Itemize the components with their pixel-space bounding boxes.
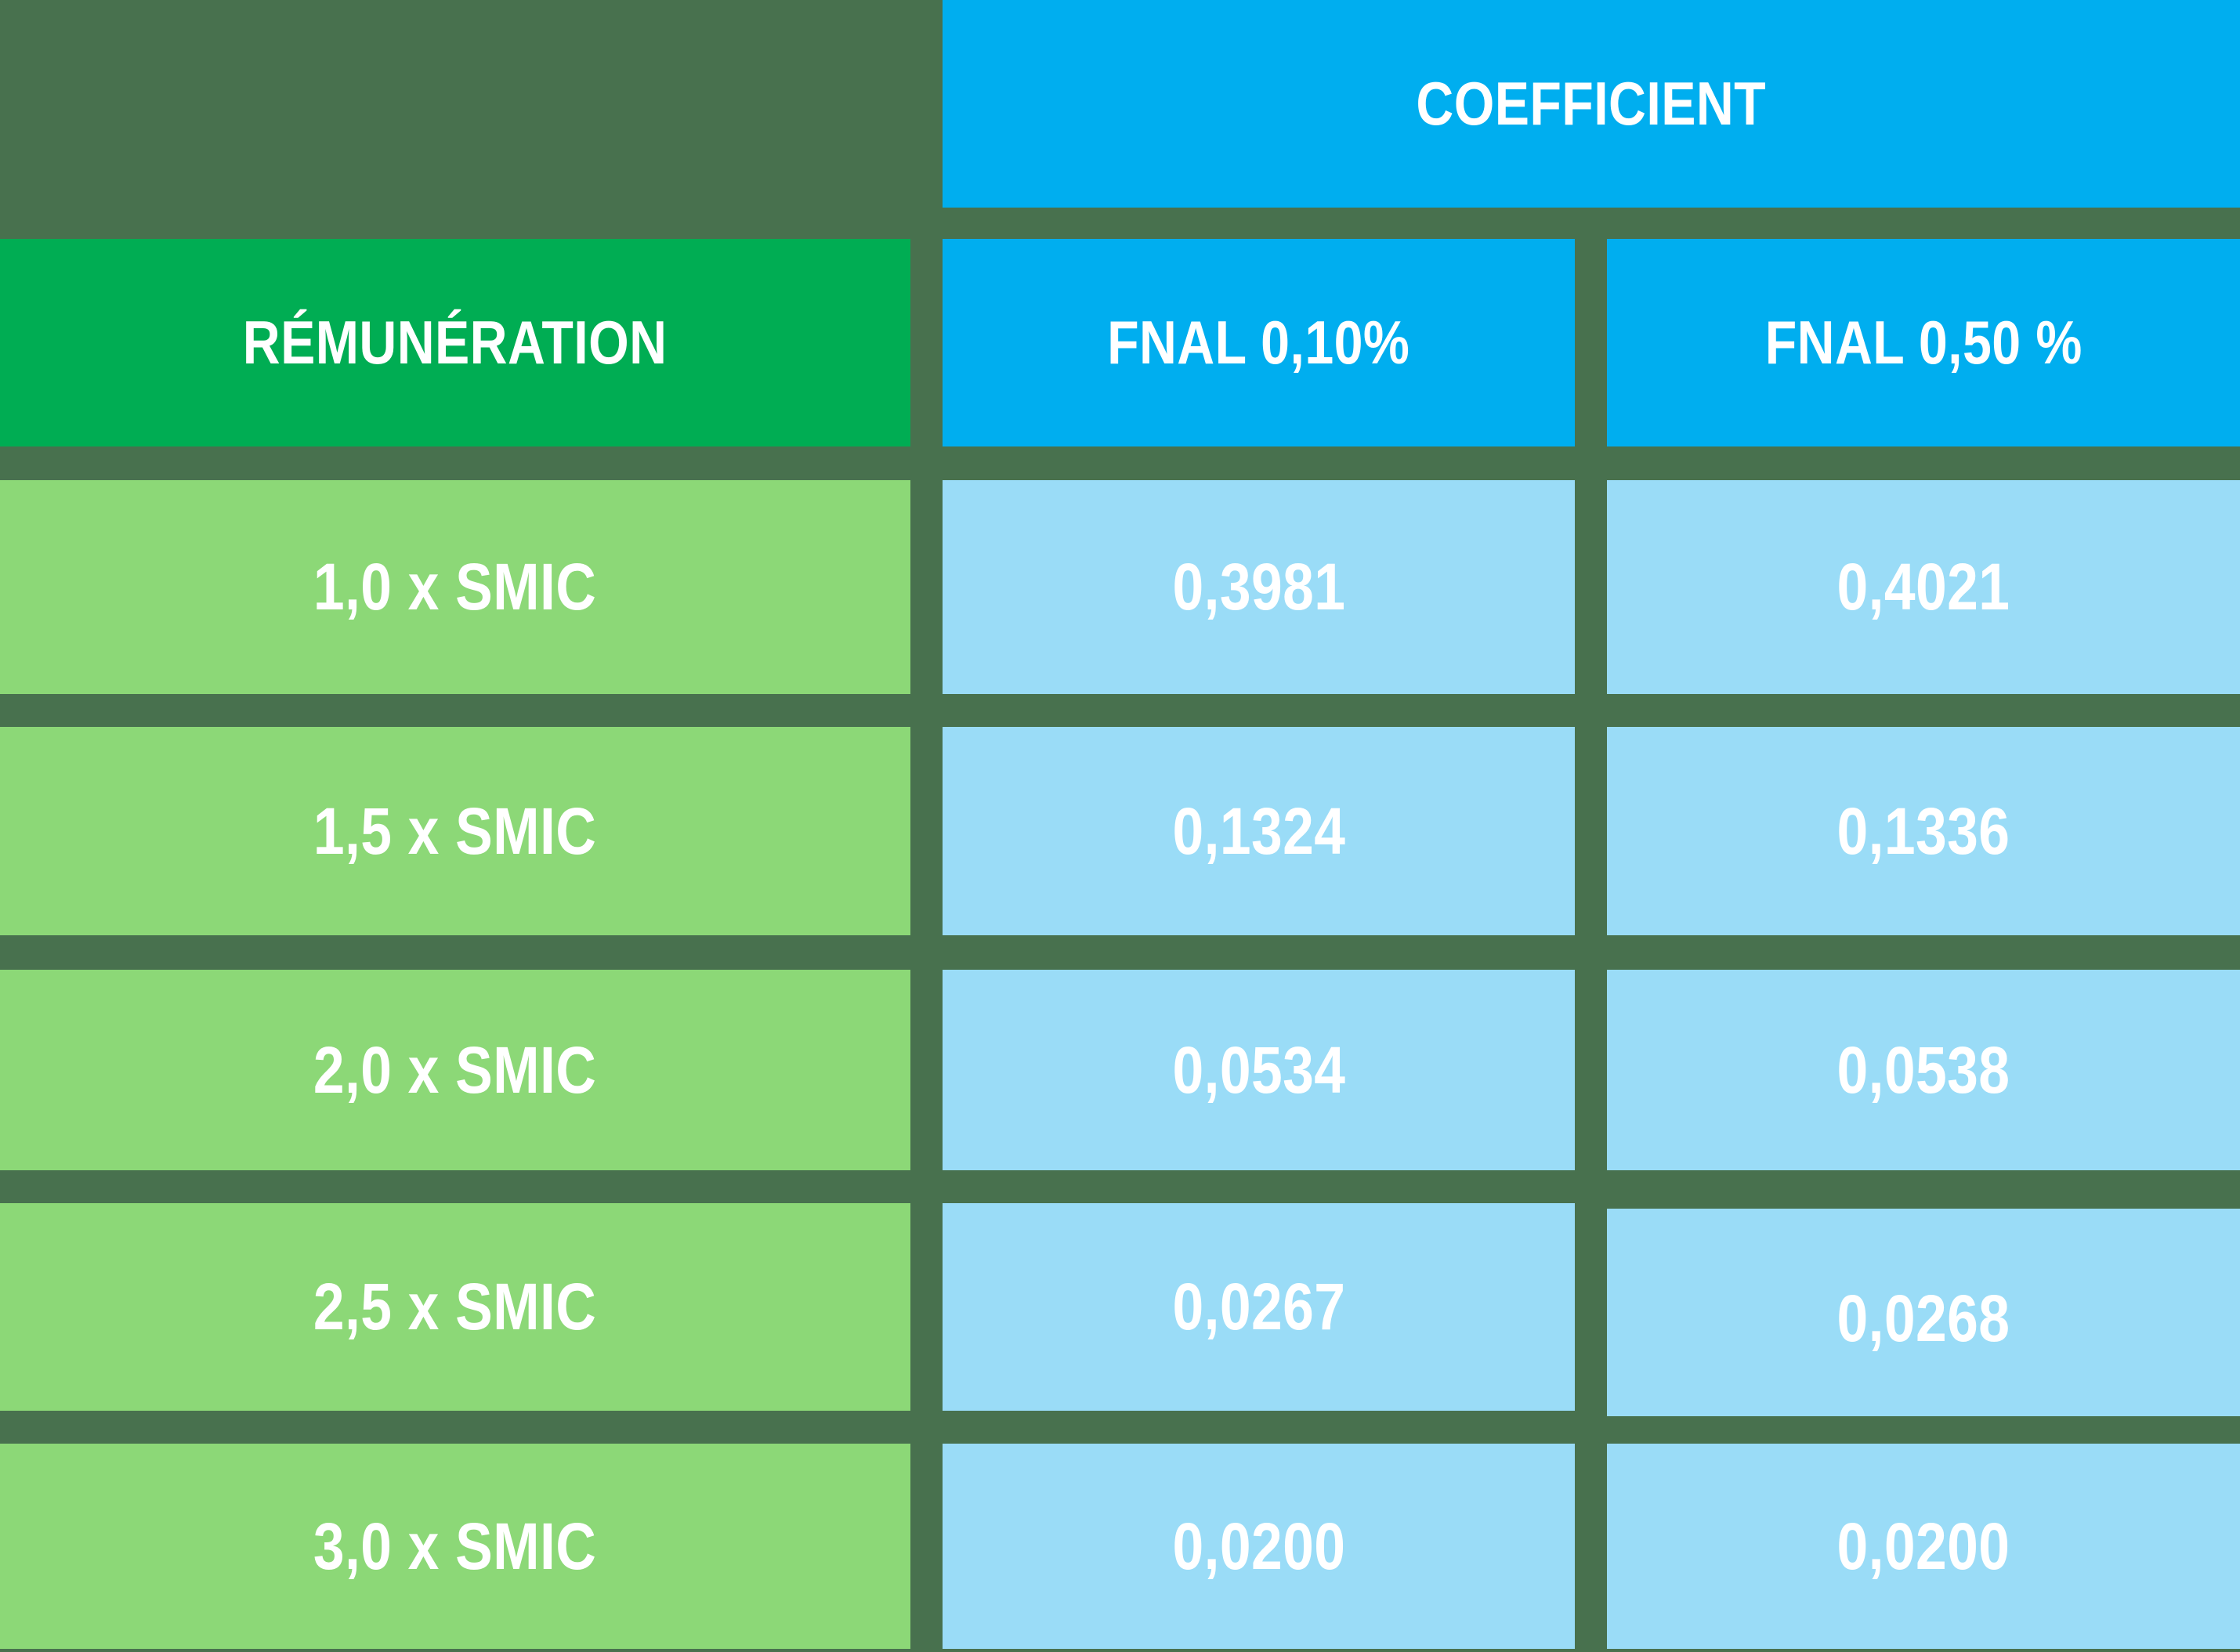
value-cell-fnal-010: 0,1324 [943, 727, 1575, 935]
value-cell-fnal-010: 0,3981 [943, 480, 1575, 694]
column-header-remuneration: RÉMUNÉRATION [0, 239, 910, 446]
value-cell-fnal-010: 0,0200 [943, 1444, 1575, 1649]
row-label: 2,5 x SMIC [313, 1270, 597, 1343]
row-label: 2,0 x SMIC [313, 1032, 597, 1107]
row-label-cell: 2,0 x SMIC [0, 970, 910, 1170]
group-header-coefficient-label: COEFFICIENT [1416, 69, 1767, 138]
row-label-cell: 3,0 x SMIC [0, 1444, 910, 1649]
column-header-fnal-010-label: FNAL 0,10% [1107, 308, 1410, 377]
row-label-cell: 1,5 x SMIC [0, 727, 910, 935]
column-header-fnal-010: FNAL 0,10% [943, 239, 1575, 446]
column-header-fnal-050-label: FNAL 0,50 % [1764, 308, 2083, 377]
row-label: 1,0 x SMIC [313, 550, 597, 624]
value-cell-fnal-050: 0,1336 [1607, 727, 2240, 935]
value-fnal-010: 0,3981 [1172, 550, 1345, 624]
value-cell-fnal-010: 0,0267 [943, 1203, 1575, 1411]
value-fnal-010: 0,1324 [1172, 793, 1345, 868]
column-header-remuneration-label: RÉMUNÉRATION [243, 308, 668, 377]
value-fnal-010: 0,0200 [1172, 1509, 1345, 1583]
value-fnal-050: 0,0538 [1837, 1032, 2010, 1107]
value-fnal-010: 0,0534 [1172, 1032, 1345, 1107]
row-label-cell: 2,5 x SMIC [0, 1203, 910, 1411]
value-fnal-010: 0,0267 [1172, 1270, 1345, 1343]
row-label-cell: 1,0 x SMIC [0, 480, 910, 694]
value-cell-fnal-050: 0,0200 [1607, 1444, 2240, 1649]
value-fnal-050: 0,0268 [1837, 1281, 2010, 1355]
row-label: 1,5 x SMIC [313, 793, 597, 868]
value-cell-fnal-050: 0,4021 [1607, 480, 2240, 694]
value-fnal-050: 0,1336 [1837, 793, 2010, 868]
column-header-fnal-050: FNAL 0,50 % [1607, 239, 2240, 446]
value-fnal-050: 0,0200 [1837, 1509, 2010, 1583]
value-cell-fnal-010: 0,0534 [943, 970, 1575, 1170]
value-cell-fnal-050: 0,0268 [1607, 1209, 2240, 1416]
value-fnal-050: 0,4021 [1837, 550, 2010, 624]
group-header-coefficient: COEFFICIENT [943, 0, 2240, 208]
value-cell-fnal-050: 0,0538 [1607, 970, 2240, 1170]
row-label: 3,0 x SMIC [313, 1509, 597, 1583]
